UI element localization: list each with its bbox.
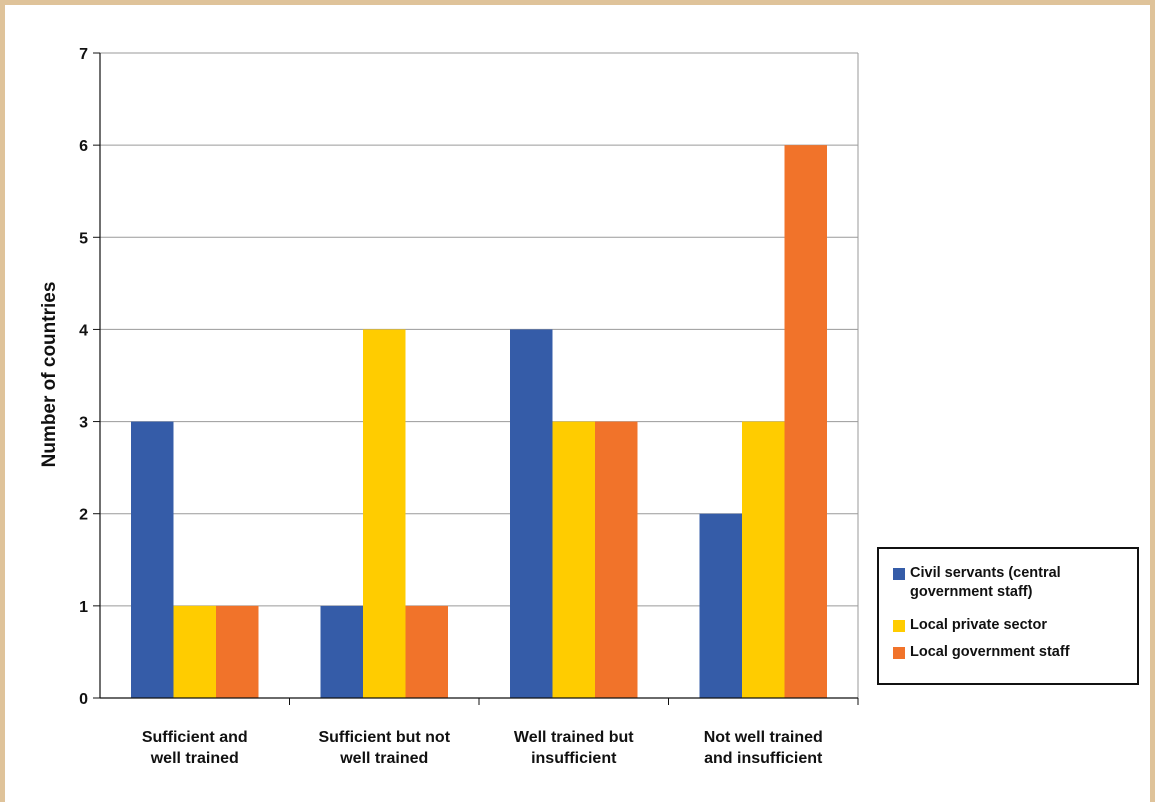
bar-civil-servants: [320, 605, 363, 698]
legend-swatch: [893, 620, 905, 632]
y-tick-label: 1: [79, 599, 88, 616]
bars: [131, 145, 827, 699]
bar-local-government-staff: [405, 605, 448, 698]
bar-local-government-staff: [216, 605, 259, 698]
bar-civil-servants: [510, 329, 553, 698]
legend-item: Local private sector: [893, 616, 1047, 635]
legend-label: Local government staff: [910, 644, 1070, 660]
x-category-label-line: well trained: [150, 750, 239, 767]
y-tick-label: 6: [79, 138, 88, 155]
bar-local-private-sector: [552, 421, 595, 698]
bar-local-private-sector: [742, 421, 785, 698]
bar-civil-servants: [131, 421, 174, 698]
y-tick-label: 3: [79, 415, 88, 432]
legend-item: Civil servants (central government staff): [893, 564, 1061, 602]
y-tick-label: 0: [79, 691, 88, 708]
x-category-label: Not well trained and insufficient: [704, 729, 823, 767]
x-category-label: Well trained but insufficient: [514, 729, 634, 767]
y-tick-label: 7: [79, 46, 88, 63]
legend-item: Local government staff: [893, 643, 1070, 662]
y-tick-label: 4: [79, 322, 88, 339]
x-category-label-line: insufficient: [531, 750, 617, 767]
bar-local-private-sector: [173, 605, 216, 698]
y-axis-title: Number of countries: [39, 282, 60, 468]
x-category-label-line: and insufficient: [704, 750, 823, 767]
axes: [93, 52, 859, 705]
chart-legend: Civil servants (central government staff)…: [877, 547, 1139, 685]
y-tick-label: 5: [79, 230, 88, 247]
bar-local-government-staff: [595, 421, 638, 698]
legend-label: Local private sector: [910, 617, 1047, 633]
x-category-label-line: Well trained but: [514, 729, 634, 746]
bar-civil-servants: [699, 513, 742, 698]
legend-label: Civil servants (central government staff): [910, 565, 1061, 600]
x-category-label: Sufficient but not well trained: [318, 729, 450, 767]
bar-local-private-sector: [363, 329, 406, 698]
x-category-label-line: Sufficient and: [142, 729, 248, 746]
x-category-label-line: Sufficient but not: [318, 729, 450, 746]
bar-local-government-staff: [784, 145, 827, 699]
x-category-label-line: Not well trained: [704, 729, 823, 746]
x-category-label: Sufficient and well trained: [142, 729, 248, 767]
y-tick-label: 2: [79, 507, 88, 524]
legend-swatch: [893, 647, 905, 659]
x-category-label-line: well trained: [339, 750, 428, 767]
legend-swatch: [893, 568, 905, 580]
